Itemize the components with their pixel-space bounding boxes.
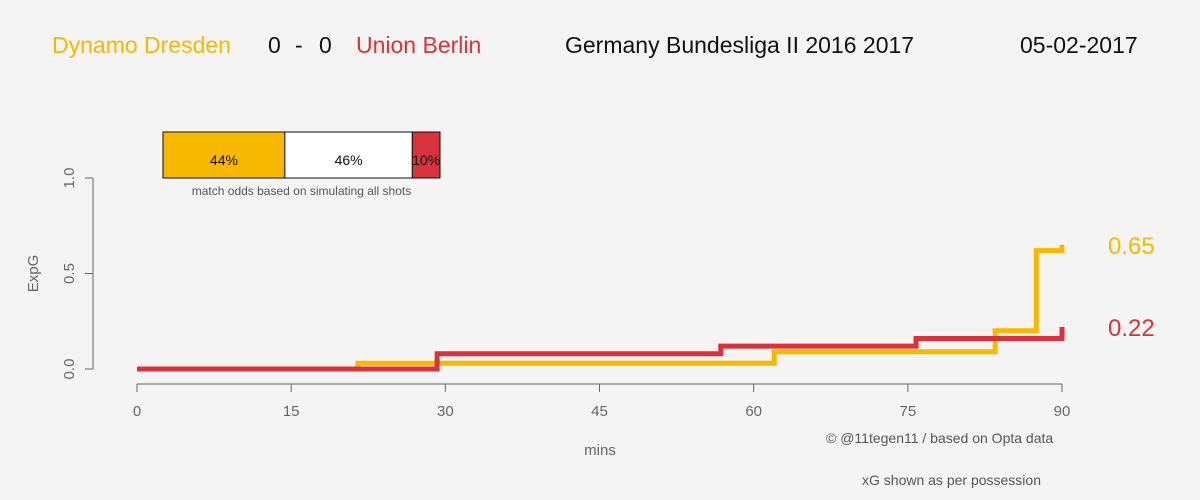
final-xg-label-home: 0.65 — [1108, 233, 1155, 260]
series-line-home — [137, 244, 1065, 372]
series-lines — [137, 244, 1065, 372]
odds-away-segment — [411, 131, 441, 179]
x-tick-label: 30 — [437, 403, 454, 420]
away-score: 0 — [319, 32, 332, 58]
x-tick-label: 90 — [1054, 403, 1071, 420]
odds-home-segment — [162, 131, 286, 179]
final-xg-label-away: 0.22 — [1108, 315, 1155, 342]
home-team-name: Dynamo Dresden — [52, 32, 231, 58]
x-tick-label: 60 — [745, 403, 762, 420]
odds-away-label: 10% — [412, 152, 440, 168]
axes: 0 15 30 45 60 75 90 0.0 0.5 1.0 — [61, 168, 1070, 420]
x-tick-label: 15 — [283, 403, 300, 420]
away-team-name: Union Berlin — [356, 32, 482, 58]
score-dash: - — [295, 32, 303, 58]
x-axis-label: mins — [584, 442, 616, 459]
odds-draw-segment — [284, 131, 413, 179]
y-tick-label: 0.5 — [61, 263, 78, 284]
y-tick-label: 0.0 — [61, 359, 78, 380]
source-credit: © @11tegen11 / based on Opta data — [826, 430, 1054, 446]
odds-bar: 44% 46% 10% match odds based on simulati… — [162, 131, 441, 198]
x-tick-label: 0 — [133, 403, 141, 420]
y-tick-label: 1.0 — [61, 168, 78, 189]
x-tick-label: 45 — [591, 403, 608, 420]
x-tick-label: 75 — [899, 403, 916, 420]
match-date: 05-02-2017 — [1020, 32, 1138, 58]
odds-draw-label: 46% — [335, 152, 363, 168]
match-header: Dynamo Dresden 0 - 0 Union Berlin German… — [0, 32, 1200, 72]
y-axis-label: ExpG — [25, 255, 42, 293]
odds-caption: match odds based on simulating all shots — [192, 184, 411, 198]
final-labels: 0.65 0.22 — [1108, 233, 1155, 342]
possession-note: xG shown as per possession — [862, 472, 1041, 488]
home-score: 0 — [268, 32, 281, 58]
odds-home-label: 44% — [210, 152, 238, 168]
series-line-away — [137, 326, 1065, 372]
competition-title: Germany Bundesliga II 2016 2017 — [565, 32, 915, 58]
